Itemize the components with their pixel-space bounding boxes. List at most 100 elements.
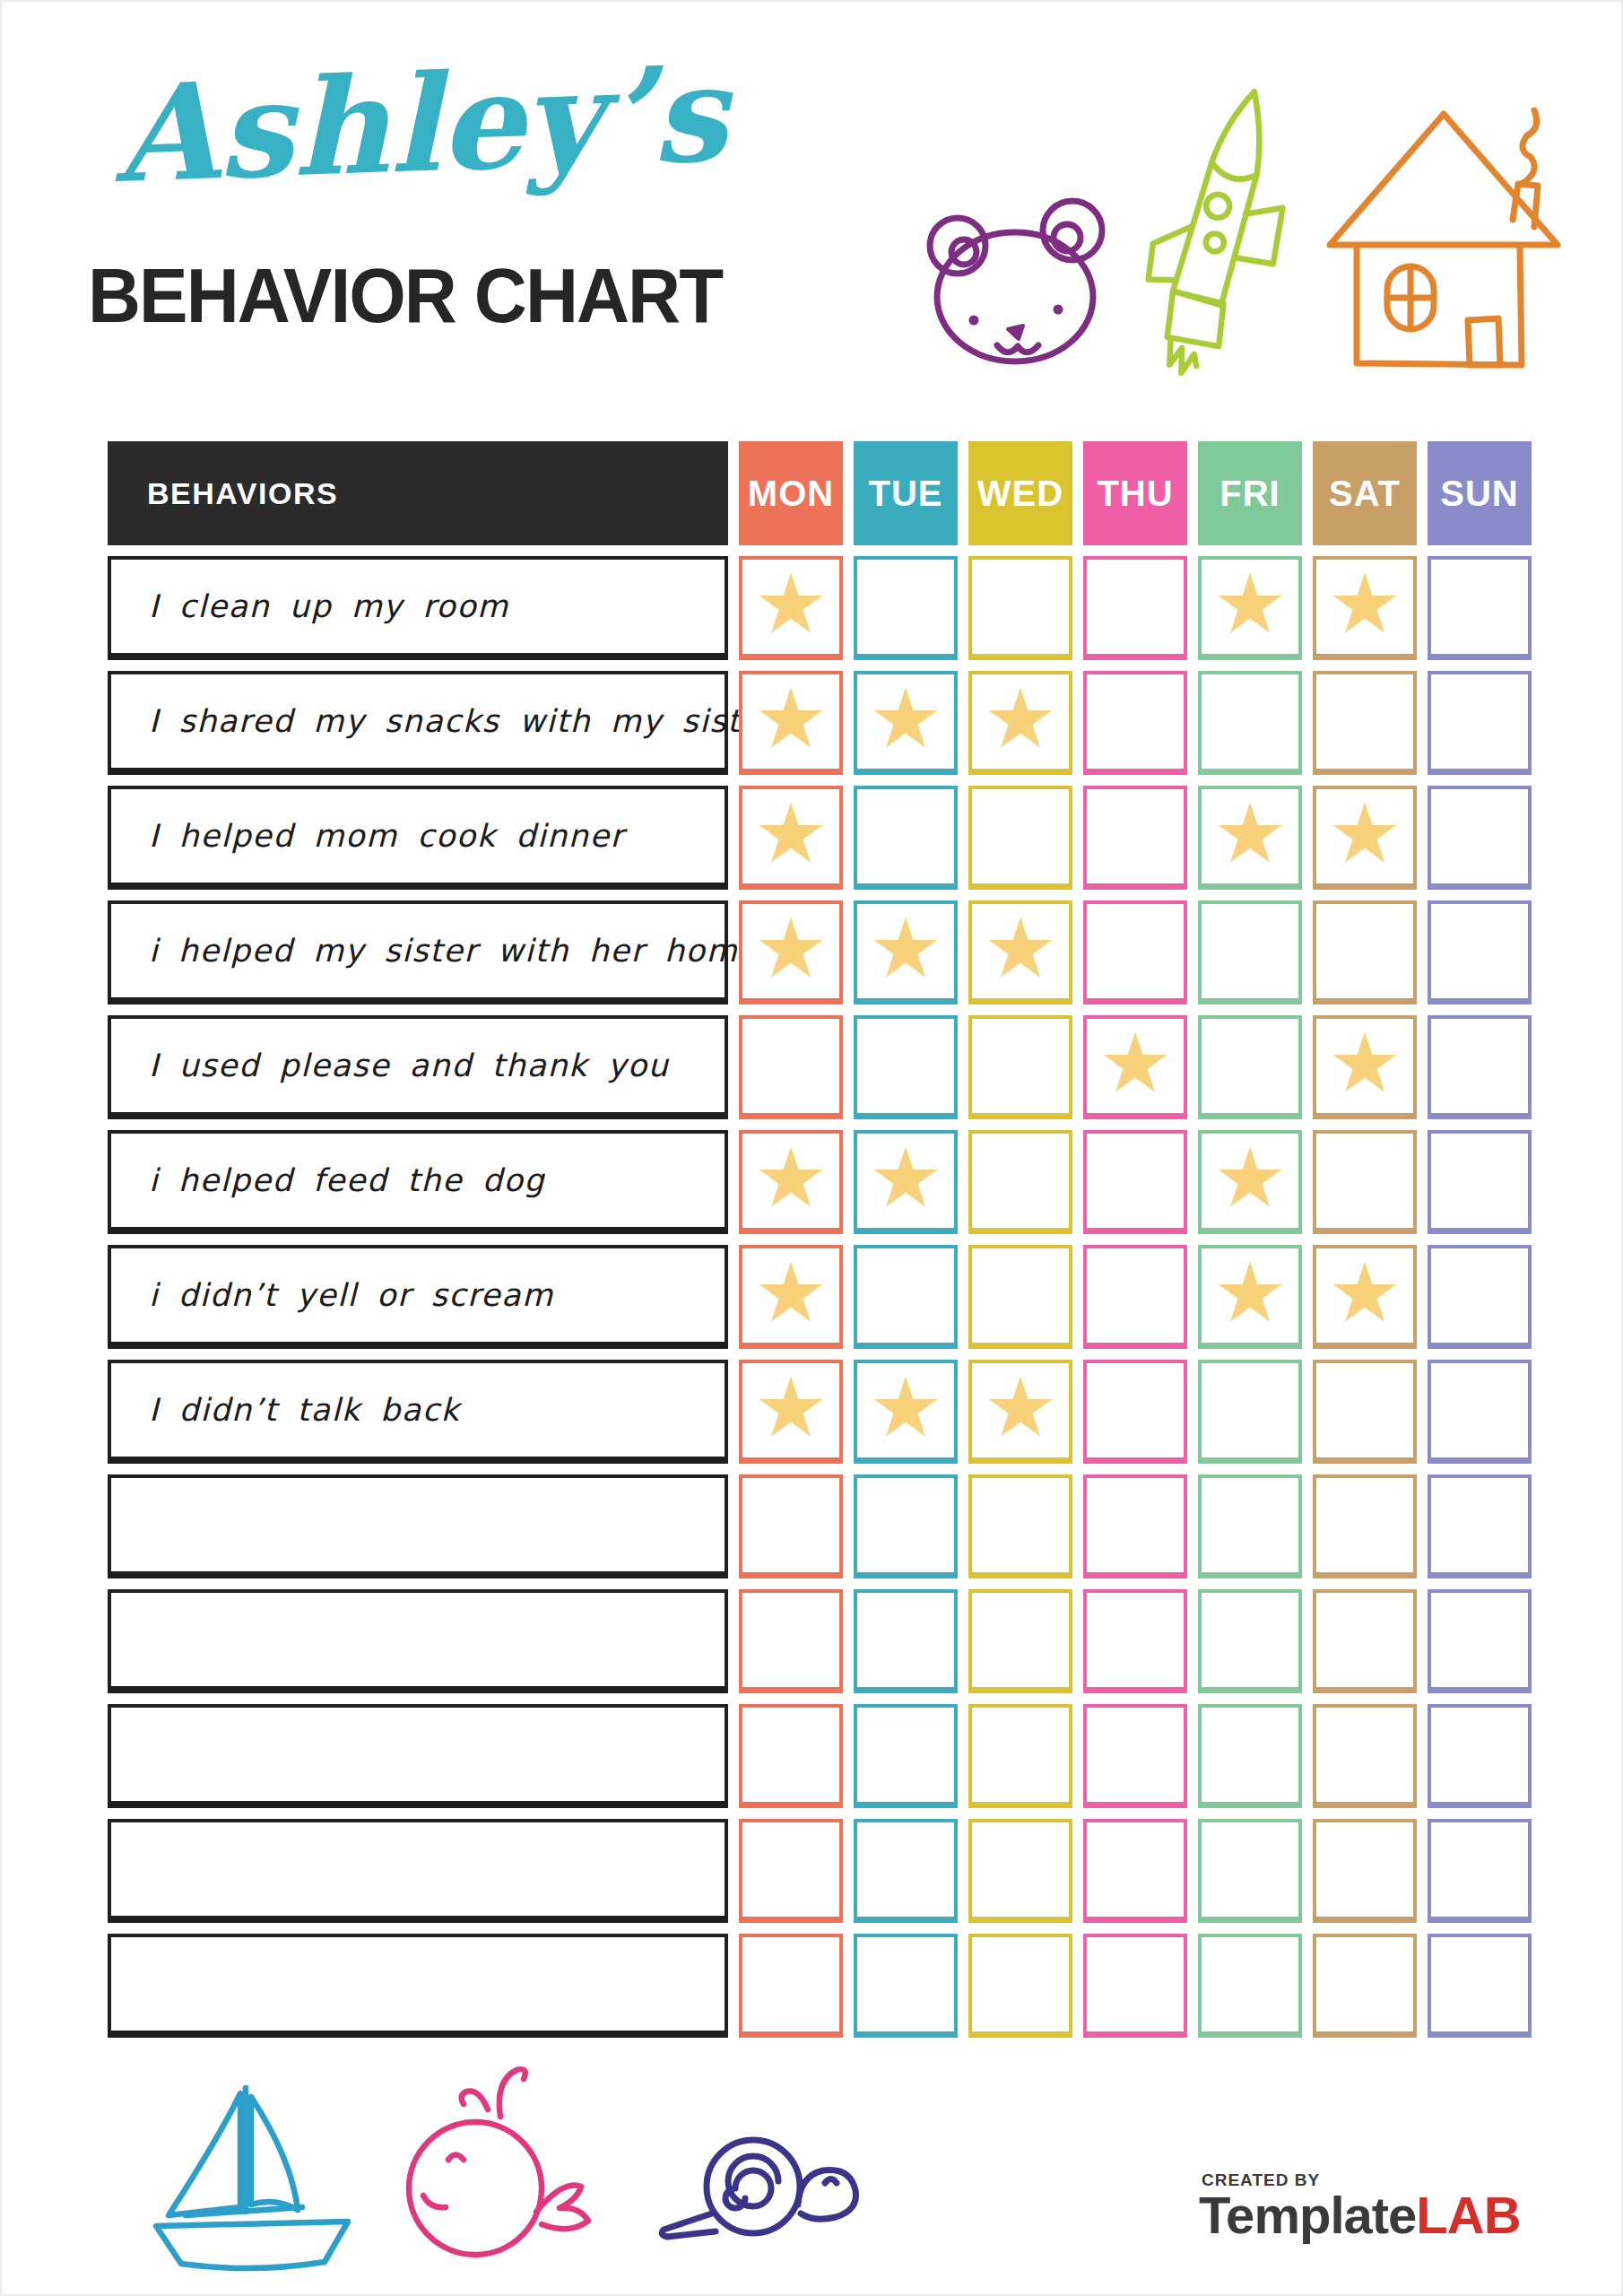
day-cell: ★ (1198, 1934, 1302, 2038)
day-cell: ★ (1198, 1015, 1302, 1119)
behavior-chart-page: Ashley’s BEHAVIOR CHART BEHAVIORS (0, 0, 1623, 2296)
day-cell: ★ (854, 1589, 958, 1693)
day-cell: ★ (854, 900, 958, 1004)
star-icon: ★ (1213, 563, 1287, 646)
child-name-title: Ashley’s (112, 34, 729, 214)
behavior-label-cell: I clean up my room (108, 556, 728, 660)
day-cell: ★ (739, 1245, 843, 1349)
day-cell: ★ (1428, 1704, 1532, 1808)
day-cell: ★ (854, 1015, 958, 1119)
day-cell: ★ (1198, 1589, 1302, 1693)
behavior-label-cell (108, 1474, 728, 1578)
day-cell: ★ (1313, 556, 1417, 660)
day-cell: ★ (1198, 1360, 1302, 1464)
day-column-header: THU (1083, 441, 1187, 545)
behavior-text: i didn’t yell or scream (149, 1277, 554, 1313)
day-cell: ★ (854, 786, 958, 890)
day-cell: ★ (739, 1474, 843, 1578)
star-icon: ★ (1328, 793, 1402, 875)
day-cell: ★ (739, 786, 843, 890)
day-cell: ★ (1428, 1360, 1532, 1464)
star-icon: ★ (754, 563, 828, 646)
star-icon: ★ (984, 908, 1057, 990)
behavior-text: I shared my snacks with my sister (149, 703, 776, 739)
day-cell: ★ (1083, 1015, 1187, 1119)
day-cell: ★ (1083, 900, 1187, 1004)
day-cell: ★ (1198, 900, 1302, 1004)
day-cell: ★ (739, 1589, 843, 1693)
behavior-label-cell: I shared my snacks with my sister (108, 671, 728, 775)
day-cell: ★ (1083, 671, 1187, 775)
day-cell: ★ (1313, 1015, 1417, 1119)
day-cell: ★ (1083, 1819, 1187, 1923)
day-cell: ★ (1428, 1819, 1532, 1923)
day-cell: ★ (1428, 1474, 1532, 1578)
day-cell: ★ (1083, 556, 1187, 660)
day-cell: ★ (1428, 556, 1532, 660)
behavior-text: I clean up my room (149, 588, 509, 624)
day-cell: ★ (1083, 1130, 1187, 1234)
day-cell: ★ (1198, 1819, 1302, 1923)
day-cell: ★ (739, 1819, 843, 1923)
day-cell: ★ (854, 1474, 958, 1578)
day-cell: ★ (739, 1934, 843, 2038)
star-icon: ★ (754, 908, 828, 990)
day-cell: ★ (854, 1360, 958, 1464)
day-cell: ★ (1198, 1704, 1302, 1808)
day-cell: ★ (854, 671, 958, 775)
star-icon: ★ (754, 1252, 828, 1335)
star-icon: ★ (1098, 1022, 1172, 1105)
star-icon: ★ (1328, 1022, 1402, 1105)
behavior-text: I didn’t talk back (149, 1392, 460, 1428)
bear-icon (922, 196, 1124, 368)
day-cell: ★ (1313, 1474, 1417, 1578)
day-cell: ★ (1428, 1589, 1532, 1693)
day-cell: ★ (854, 1819, 958, 1923)
behavior-text: i helped feed the dog (149, 1162, 545, 1198)
day-cell: ★ (854, 556, 958, 660)
star-icon: ★ (869, 678, 942, 761)
day-cell: ★ (1428, 900, 1532, 1004)
rocket-icon (1132, 81, 1311, 390)
star-icon: ★ (754, 793, 828, 875)
star-icon: ★ (869, 1367, 942, 1449)
day-cell: ★ (1428, 1130, 1532, 1234)
behavior-label-cell (108, 1934, 728, 2038)
day-cell: ★ (968, 1819, 1072, 1923)
day-cell: ★ (854, 1934, 958, 2038)
day-cell: ★ (968, 671, 1072, 775)
day-cell: ★ (1428, 1934, 1532, 2038)
behaviors-column-header: BEHAVIORS (108, 441, 728, 545)
behavior-label-cell: I didn’t talk back (108, 1360, 728, 1464)
behavior-label-cell (108, 1704, 728, 1808)
day-cell: ★ (1428, 786, 1532, 890)
day-column-header: FRI (1198, 441, 1302, 545)
day-column-header: SUN (1428, 441, 1532, 545)
day-cell: ★ (739, 1360, 843, 1464)
day-cell: ★ (1198, 556, 1302, 660)
day-cell: ★ (739, 556, 843, 660)
day-cell: ★ (1083, 1245, 1187, 1349)
behavior-label-cell (108, 1819, 728, 1923)
day-column-header: WED (968, 441, 1072, 545)
day-cell: ★ (1083, 1360, 1187, 1464)
day-cell: ★ (1198, 1130, 1302, 1234)
day-cell: ★ (1428, 1015, 1532, 1119)
star-icon: ★ (754, 1367, 828, 1449)
day-cell: ★ (968, 1934, 1072, 2038)
day-column-header: TUE (854, 441, 958, 545)
behavior-label-cell: I helped mom cook dinner (108, 786, 728, 890)
day-cell: ★ (968, 1704, 1072, 1808)
day-cell: ★ (1198, 671, 1302, 775)
day-cell: ★ (1083, 1934, 1187, 2038)
behavior-text: i helped my sister with her homework (149, 933, 840, 969)
day-cell: ★ (968, 1360, 1072, 1464)
star-icon: ★ (869, 908, 942, 990)
day-cell: ★ (968, 556, 1072, 660)
star-icon: ★ (1213, 793, 1287, 875)
star-icon: ★ (1328, 563, 1402, 646)
templatelab-logo: TemplateLAB (1199, 2185, 1521, 2245)
behavior-label-cell: i didn’t yell or scream (108, 1245, 728, 1349)
day-cell: ★ (968, 786, 1072, 890)
behavior-text: I helped mom cook dinner (149, 818, 624, 854)
